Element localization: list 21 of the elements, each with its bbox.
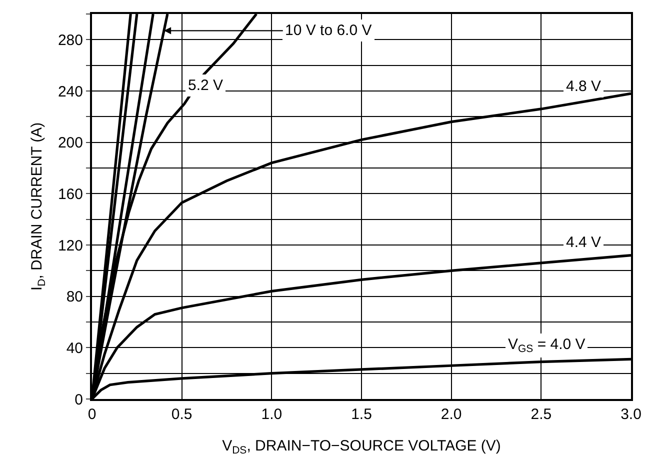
y-tick-label: 200 — [58, 134, 83, 152]
x-tick-label: 3.0 — [620, 406, 642, 423]
x-tick-label: 2.5 — [530, 406, 552, 423]
annotation: 4.8 V — [566, 78, 602, 95]
y-tick-label: 40 — [66, 340, 83, 357]
y-tick-label: 120 — [58, 237, 83, 254]
annotation: 10 V to 6.0 V — [285, 22, 372, 39]
annotation: 5.2 V — [188, 77, 224, 94]
y-tick-label: 160 — [58, 186, 83, 203]
x-tick-label: 0 — [88, 406, 96, 423]
x-axis-title: V$_{DS}$, DRAIN−TO−SOURCE VOLTAGE (V) — [222, 438, 501, 457]
x-tick-label: 1.0 — [261, 406, 282, 423]
annotation: V$_{GS}$ = 4.0 V — [508, 336, 586, 356]
y-tick-label: 280 — [58, 32, 83, 49]
annotation: 4.4 V — [566, 234, 602, 251]
y-tick-label: 240 — [58, 83, 83, 100]
x-tick-label: 1.5 — [351, 406, 372, 423]
y-tick-label: 80 — [66, 288, 83, 306]
x-tick-label: 0.5 — [171, 406, 192, 423]
x-tick-label: 2.0 — [440, 406, 462, 423]
y-tick-label: 0 — [74, 391, 83, 408]
